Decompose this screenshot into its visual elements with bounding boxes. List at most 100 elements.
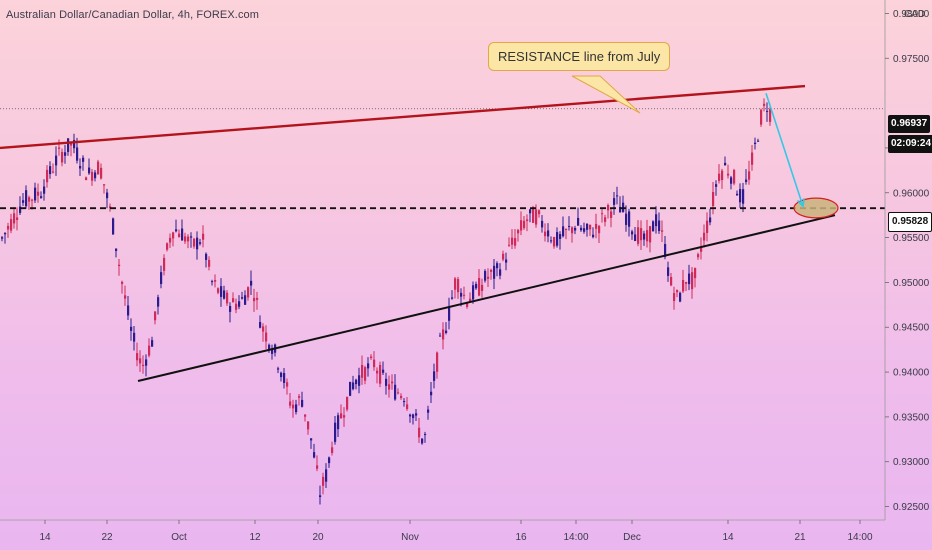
candle-body bbox=[631, 231, 634, 235]
candle-body bbox=[706, 220, 709, 233]
candle-body bbox=[37, 191, 40, 196]
candle-body bbox=[13, 213, 16, 224]
candle-body bbox=[46, 169, 49, 183]
candle-body bbox=[604, 217, 607, 222]
candle-body bbox=[751, 152, 754, 165]
candle-body bbox=[550, 240, 553, 242]
candle-body bbox=[664, 244, 667, 257]
candle-body bbox=[514, 238, 517, 246]
candle-body bbox=[166, 243, 169, 250]
candle-body bbox=[349, 381, 352, 396]
candle-body bbox=[172, 232, 175, 239]
candle-body bbox=[673, 292, 676, 302]
candle-body bbox=[343, 415, 346, 418]
candle-body bbox=[475, 284, 478, 289]
y-tick-label: 0.95000 bbox=[893, 278, 930, 289]
x-tick-label: 20 bbox=[312, 532, 324, 543]
candle-body bbox=[541, 220, 544, 228]
candle-body bbox=[628, 211, 631, 227]
candle-body bbox=[10, 219, 13, 231]
candle-body bbox=[217, 288, 220, 293]
candle-body bbox=[517, 229, 520, 234]
candle-body bbox=[391, 381, 394, 384]
candle-body bbox=[259, 322, 262, 328]
candle-body bbox=[589, 224, 592, 230]
candle-body bbox=[43, 186, 46, 194]
candle-body bbox=[184, 236, 187, 242]
candle-body bbox=[715, 184, 718, 187]
resistance-callout[interactable]: RESISTANCE line from July bbox=[488, 42, 671, 71]
candle-body bbox=[709, 217, 712, 223]
candle-body bbox=[253, 297, 256, 302]
candle-body bbox=[109, 206, 112, 208]
candle-body bbox=[148, 345, 151, 356]
candle-body bbox=[643, 233, 646, 240]
candle-body bbox=[160, 272, 163, 285]
candle-body bbox=[508, 244, 511, 246]
candle-body bbox=[739, 189, 742, 203]
candle-body bbox=[580, 227, 583, 231]
candle-body bbox=[307, 421, 310, 430]
candle-body bbox=[139, 358, 142, 364]
candle-body bbox=[640, 228, 643, 241]
candle-body bbox=[358, 375, 361, 386]
candle-body bbox=[430, 391, 433, 396]
candle-body bbox=[484, 270, 487, 281]
countdown-tag: 02:09:24 bbox=[888, 135, 932, 153]
candle-body bbox=[310, 438, 313, 441]
candle-body bbox=[280, 372, 283, 378]
candle-body bbox=[511, 237, 514, 245]
candle-body bbox=[703, 232, 706, 241]
last-price-tag: 0.96937 bbox=[888, 115, 931, 133]
candle-body bbox=[415, 413, 418, 416]
candle-body bbox=[235, 303, 238, 310]
candle-body bbox=[82, 157, 85, 162]
support-price-tag: 0.95828 bbox=[888, 212, 932, 232]
x-tick-label: 14:00 bbox=[847, 532, 872, 543]
candle-body bbox=[403, 401, 406, 403]
candle-body bbox=[271, 349, 274, 354]
candle-body bbox=[448, 306, 451, 321]
candle-body bbox=[328, 457, 331, 464]
candle-body bbox=[238, 301, 241, 307]
x-tick-label: 16 bbox=[515, 532, 527, 543]
candle-body bbox=[532, 207, 535, 223]
candle-body bbox=[487, 276, 490, 279]
candle-body bbox=[478, 278, 481, 296]
target-zone-ellipse bbox=[793, 197, 839, 219]
candle-body bbox=[175, 229, 178, 232]
candle-body bbox=[400, 395, 403, 399]
candle-body bbox=[154, 311, 157, 321]
candle-body bbox=[115, 248, 118, 251]
candle-body bbox=[721, 170, 724, 181]
candle-body bbox=[688, 273, 691, 285]
x-tick-label: Dec bbox=[623, 532, 641, 543]
candle-body bbox=[757, 140, 760, 142]
candle-body bbox=[49, 166, 52, 175]
candle-body bbox=[244, 295, 247, 305]
candle-body bbox=[700, 246, 703, 252]
y-tick-label: 0.93000 bbox=[893, 457, 930, 468]
candle-body bbox=[505, 259, 508, 263]
candle-body bbox=[427, 409, 430, 413]
candle-body bbox=[7, 225, 10, 230]
candle-body bbox=[262, 326, 265, 332]
candle-body bbox=[535, 209, 538, 225]
y-tick-label: 0.92500 bbox=[893, 502, 930, 513]
candle-body bbox=[742, 189, 745, 204]
candle-body bbox=[361, 365, 364, 378]
candle-body bbox=[142, 364, 145, 367]
candle-body bbox=[586, 223, 589, 230]
candle-body bbox=[106, 192, 109, 199]
candle-body bbox=[295, 404, 298, 413]
candle-body bbox=[634, 234, 637, 241]
candle-body bbox=[220, 286, 223, 297]
candle-body bbox=[520, 220, 523, 231]
candle-body bbox=[394, 384, 397, 400]
candle-body bbox=[610, 211, 613, 218]
candle-body bbox=[571, 227, 574, 234]
candle-body bbox=[28, 197, 31, 202]
candle-body bbox=[577, 217, 580, 226]
